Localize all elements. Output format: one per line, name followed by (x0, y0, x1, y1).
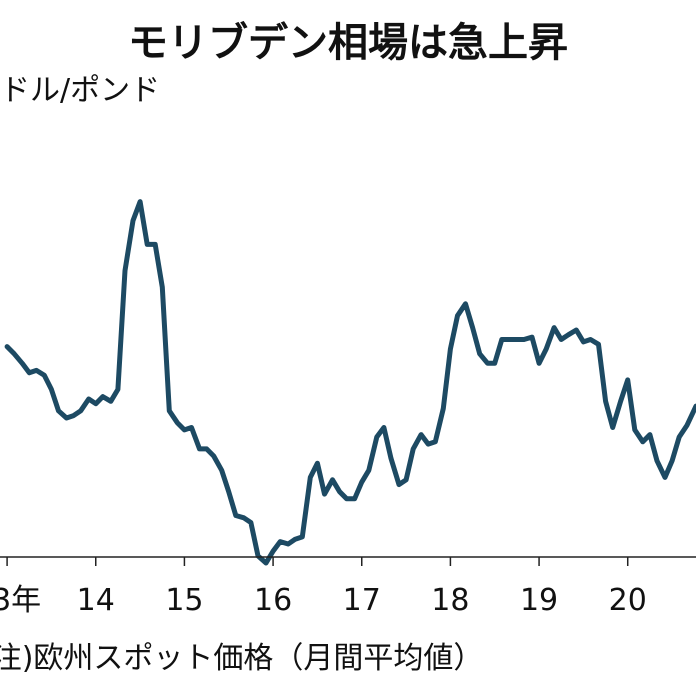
x-tick-label: 18 (431, 583, 469, 618)
source-note: (注)欧州スポット価格（月間平均値） (0, 641, 483, 676)
x-tick-label: 16 (254, 583, 292, 618)
series-line (4, 199, 696, 566)
x-tick-label: 19 (520, 583, 558, 618)
x-tick-label: 15 (165, 583, 203, 618)
x-tick-label: 14 (77, 583, 115, 618)
chart-title: モリブデン相場は急上昇 (128, 20, 568, 66)
x-axis: 13年1415161718192021 (0, 556, 696, 618)
x-tick-label: 17 (343, 583, 381, 618)
x-tick-label: 13年 (0, 583, 41, 618)
x-tick-label: 20 (609, 583, 647, 618)
y-unit-label: ドル/ポンド (0, 73, 160, 108)
plot-area (4, 199, 696, 566)
